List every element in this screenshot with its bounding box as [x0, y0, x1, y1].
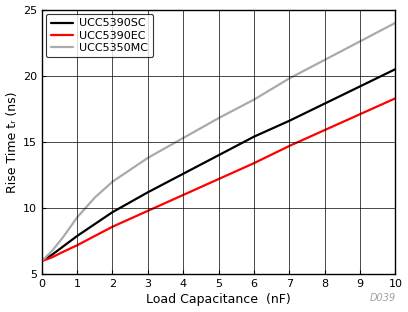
UCC5390EC [92, 234, 97, 238]
UCC5350MC [75, 216, 80, 219]
UCC5390SC [322, 102, 327, 105]
Y-axis label: Rise Time tᵣ (ns): Rise Time tᵣ (ns) [6, 91, 18, 193]
UCC5390SC [110, 210, 115, 214]
Line: UCC5390EC: UCC5390EC [42, 98, 395, 261]
UCC5390SC [181, 172, 186, 176]
UCC5390SC [39, 259, 44, 263]
UCC5390EC [60, 250, 65, 254]
UCC5350MC [358, 39, 363, 43]
UCC5390EC [287, 144, 292, 148]
UCC5390SC [287, 119, 292, 123]
Legend: UCC5390SC, UCC5390EC, UCC5350MC: UCC5390SC, UCC5390EC, UCC5350MC [46, 14, 153, 57]
UCC5350MC [251, 98, 256, 101]
UCC5390SC [358, 85, 363, 88]
Line: UCC5390SC: UCC5390SC [42, 69, 395, 261]
UCC5390SC [60, 245, 65, 248]
UCC5350MC [216, 116, 221, 120]
UCC5390SC [50, 253, 55, 256]
UCC5350MC [39, 259, 44, 263]
UCC5390SC [216, 154, 221, 157]
UCC5350MC [393, 21, 398, 25]
UCC5390EC [145, 209, 150, 213]
UCC5390EC [75, 243, 80, 247]
UCC5390EC [50, 255, 55, 259]
UCC5350MC [322, 58, 327, 62]
UCC5390EC [216, 177, 221, 181]
Line: UCC5350MC: UCC5350MC [42, 23, 395, 261]
UCC5350MC [145, 156, 150, 160]
UCC5390SC [393, 67, 398, 71]
Text: D039: D039 [370, 293, 396, 303]
UCC5350MC [181, 136, 186, 140]
UCC5390EC [181, 193, 186, 197]
UCC5350MC [60, 236, 65, 239]
UCC5390EC [110, 225, 115, 229]
UCC5390SC [75, 234, 80, 238]
UCC5390SC [92, 222, 97, 226]
UCC5350MC [92, 196, 97, 199]
UCC5390EC [39, 259, 44, 263]
X-axis label: Load Capacitance  (nF): Load Capacitance (nF) [146, 294, 291, 306]
UCC5390SC [251, 135, 256, 139]
UCC5390EC [251, 161, 256, 165]
UCC5390EC [358, 112, 363, 116]
UCC5390EC [322, 128, 327, 132]
UCC5350MC [287, 76, 292, 80]
UCC5350MC [110, 180, 115, 183]
UCC5390SC [145, 190, 150, 194]
UCC5390EC [393, 96, 398, 100]
UCC5350MC [50, 249, 55, 252]
